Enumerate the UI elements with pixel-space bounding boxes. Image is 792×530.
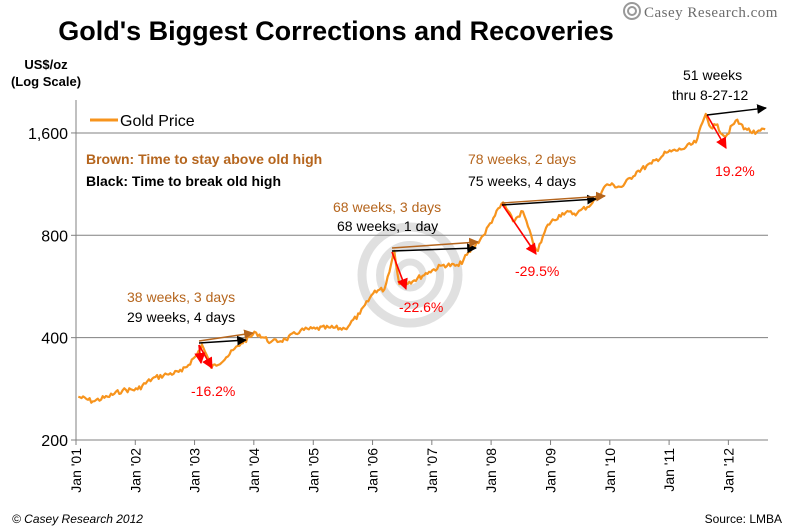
x-tick-label: Jan '05 xyxy=(305,448,321,493)
stay-above-arrow-2003 xyxy=(198,329,254,342)
x-tick-label: Jan '01 xyxy=(68,448,84,493)
source-text: Source: LMBA xyxy=(705,512,782,526)
annotations: Brown: Time to stay above old high Black… xyxy=(86,67,755,399)
annotation-2006-stay-above: 68 weeks, 3 days xyxy=(333,199,441,215)
note-brown-legend: Brown: Time to stay above old high xyxy=(86,151,322,167)
x-tick-label: Jan '11 xyxy=(661,448,677,492)
casey-research-logo: Casey Research.com xyxy=(623,2,778,21)
annotation-2008-break-high: 75 weeks, 4 days xyxy=(468,173,576,189)
y-tick-label: 200 xyxy=(41,433,68,450)
correction-arrow-2008 xyxy=(501,203,537,255)
x-tick-label: Jan '04 xyxy=(246,448,262,493)
stay-above-arrow-2008 xyxy=(501,191,606,204)
x-tick-label: Jan '07 xyxy=(424,448,440,493)
x-tick-label: Jan '02 xyxy=(127,448,143,493)
x-tick-labels: Jan '01 Jan '02 Jan '03 Jan '04 Jan '05 Jan '… xyxy=(68,440,736,493)
correction-arrow-2006 xyxy=(391,251,408,291)
x-tick-label: Jan '12 xyxy=(720,448,736,493)
annotation-2011-correction: 19.2% xyxy=(715,163,755,179)
y-tick-labels: 200 400 800 1,600 xyxy=(28,126,76,450)
old-high-arrow-2006 xyxy=(391,243,477,254)
x-tick-label: Jan '09 xyxy=(543,448,559,493)
legend-label-gold-price: Gold Price xyxy=(120,113,195,130)
old-high-arrow-2011 xyxy=(706,104,767,116)
y-tick-label: 400 xyxy=(41,331,68,348)
annotation-2011-thru-date: thru 8-27-12 xyxy=(672,87,748,103)
chart-title: Gold's Biggest Corrections and Recoverie… xyxy=(58,16,614,46)
correction-arrow-2011 xyxy=(706,114,727,149)
y-tick-label: 1,600 xyxy=(28,126,68,143)
stay-above-arrow-2006 xyxy=(391,237,479,249)
annotation-2006-correction: -22.6% xyxy=(399,299,443,315)
y-tick-label: 800 xyxy=(41,228,68,245)
x-tick-label: Jan '08 xyxy=(483,448,499,493)
annotation-2006-break-high: 68 weeks, 1 day xyxy=(337,218,438,234)
correction-arrow-2003-a xyxy=(194,344,206,365)
old-high-arrow-2008 xyxy=(501,194,597,206)
arrows xyxy=(194,104,767,369)
annotation-2011-weeks: 51 weeks xyxy=(683,67,742,83)
logo-text: Casey Research.com xyxy=(644,5,778,21)
annotation-2003-correction: -16.2% xyxy=(191,383,235,399)
x-tick-label: Jan '06 xyxy=(365,448,381,493)
legend: Gold Price xyxy=(90,113,195,130)
x-tick-label: Jan '03 xyxy=(187,448,203,493)
annotation-2008-stay-above: 78 weeks, 2 days xyxy=(468,151,576,167)
annotation-2008-correction: -29.5% xyxy=(515,263,559,279)
correction-arrow-2003-b xyxy=(198,344,213,369)
grid-lines xyxy=(76,132,768,339)
annotation-2003-stay-above: 38 weeks, 3 days xyxy=(127,289,235,305)
note-black-legend: Black: Time to break old high xyxy=(86,173,281,189)
old-high-arrow-2003 xyxy=(198,335,247,346)
copyright-text: © Casey Research 2012 xyxy=(12,512,143,526)
y-axis-label-line1: US$/oz xyxy=(24,57,68,72)
annotation-2003-break-high: 29 weeks, 4 days xyxy=(127,309,235,325)
x-tick-label: Jan '10 xyxy=(602,448,618,493)
y-axis-label-line2: (Log Scale) xyxy=(11,74,81,89)
gold-price-line xyxy=(78,112,766,404)
